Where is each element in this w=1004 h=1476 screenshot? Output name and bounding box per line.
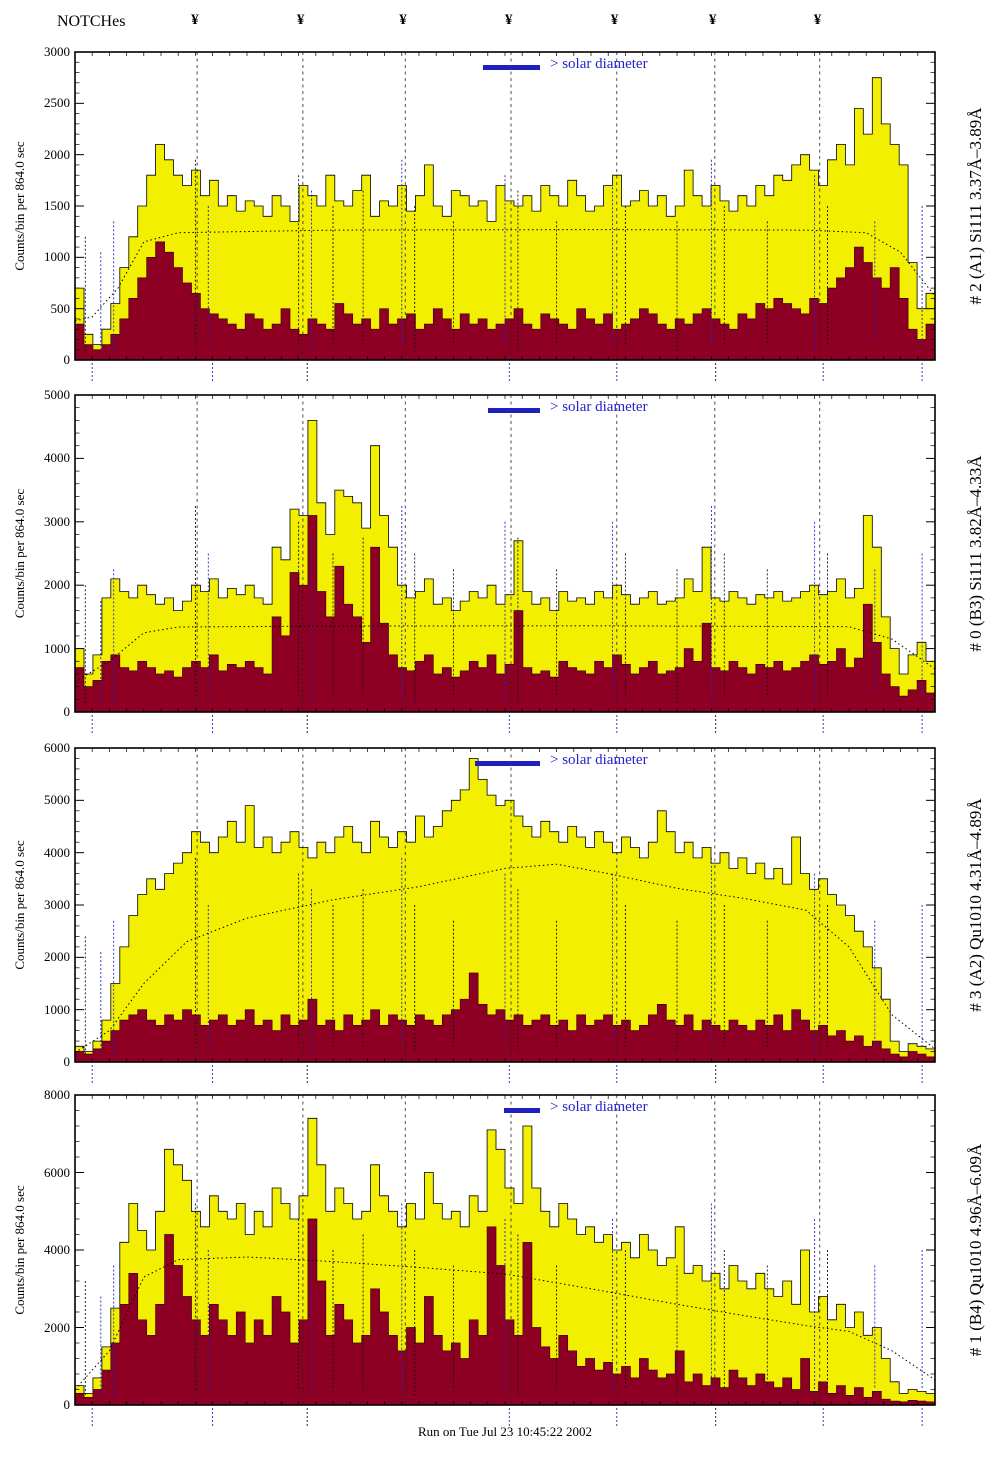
y-tick-label: 2000 xyxy=(44,146,70,162)
y-tick-label: 500 xyxy=(50,300,71,316)
solar-diameter-label: > solar diameter xyxy=(550,1099,648,1115)
notch-symbol: ¥ xyxy=(505,12,513,28)
sensitivity-curve xyxy=(74,863,936,1054)
y-tick-label: 8000 xyxy=(44,1087,70,1102)
background-histogram xyxy=(74,515,936,713)
sensitivity-curve xyxy=(74,1256,936,1390)
solar-diameter-bar xyxy=(483,65,540,70)
axis-border xyxy=(74,1094,936,1406)
solar-diameter-bar xyxy=(475,761,540,766)
panel-qu1010-4.31-4.89: > solar diameter xyxy=(74,747,936,1083)
plot-area xyxy=(74,1094,936,1426)
detector-label: # 2 (A1) Si111 3.37Å–3.89Å xyxy=(966,107,985,305)
sensitivity-curve xyxy=(74,229,936,322)
notch-symbol: ¥ xyxy=(610,12,619,28)
y-tick-label: 3000 xyxy=(44,44,70,59)
panel-si111-3.37-3.89: > solar diameter xyxy=(74,51,936,381)
y-tick-label: 1000 xyxy=(44,1001,70,1017)
notches-title: NOTCHes xyxy=(57,13,126,30)
solar-diameter-label: > solar diameter xyxy=(550,399,648,415)
axis-border xyxy=(74,394,936,713)
plot-area xyxy=(74,51,936,381)
y-tick-label: 2000 xyxy=(44,949,70,965)
y-tick-label: 3000 xyxy=(44,513,70,529)
y-tick-label: 1500 xyxy=(44,198,70,213)
notch-symbol: ¥ xyxy=(296,12,305,28)
solar-diameter-bar xyxy=(488,408,540,413)
notch-symbol: ¥ xyxy=(191,12,199,28)
solar-diameter-bar xyxy=(504,1108,540,1113)
plot-area xyxy=(74,394,936,733)
y-tick-label: 0 xyxy=(63,1397,71,1412)
y-tick-label: 1000 xyxy=(44,640,70,656)
y-axis-title: Counts/bin per 864.0 sec xyxy=(12,488,27,619)
y-tick-label: 4000 xyxy=(44,1242,70,1257)
axis-border xyxy=(74,51,936,361)
notch-symbol: ¥ xyxy=(399,12,407,28)
background-histogram xyxy=(74,241,936,361)
panel-si111-3.82-4.33: > solar diameter xyxy=(74,394,936,733)
y-tick-label: 0 xyxy=(63,704,71,719)
y-tick-label: 0 xyxy=(63,352,71,367)
background-histogram xyxy=(74,972,936,1063)
detector-label: # 3 (A2) Qu1010 4.31Å–4.89Å xyxy=(966,798,985,1012)
y-tick-label: 6000 xyxy=(44,740,70,755)
detector-label: # 1 (B4) Qu1010 4.96Å–6.09Å xyxy=(966,1143,985,1357)
y-tick-label: 5000 xyxy=(44,792,70,808)
y-tick-label: 4000 xyxy=(44,450,70,466)
plot-area xyxy=(74,747,936,1083)
axis-border xyxy=(74,747,936,1063)
notch-symbol: ¥ xyxy=(813,12,822,28)
y-tick-label: 2000 xyxy=(44,1319,70,1335)
solar-diameter-label: > solar diameter xyxy=(550,56,648,72)
y-tick-label: 6000 xyxy=(44,1164,70,1180)
panel-qu1010-4.96-6.09: > solar diameter xyxy=(74,1094,936,1426)
y-tick-label: 1000 xyxy=(44,249,70,265)
y-tick-label: 3000 xyxy=(44,897,70,912)
y-tick-label: 5000 xyxy=(44,387,70,402)
solar-diameter-label: > solar diameter xyxy=(550,752,648,768)
y-tick-label: 2000 xyxy=(44,577,70,593)
run-timestamp: Run on Tue Jul 23 10:45:22 2002 xyxy=(417,1424,593,1439)
y-tick-label: 4000 xyxy=(44,844,70,860)
y-tick-label: 2500 xyxy=(44,95,70,111)
y-tick-label: 0 xyxy=(63,1054,71,1069)
detector-label: # 0 (B3) Si111 3.82Å–4.33Å xyxy=(966,455,985,652)
notch-symbol: ¥ xyxy=(708,12,717,28)
